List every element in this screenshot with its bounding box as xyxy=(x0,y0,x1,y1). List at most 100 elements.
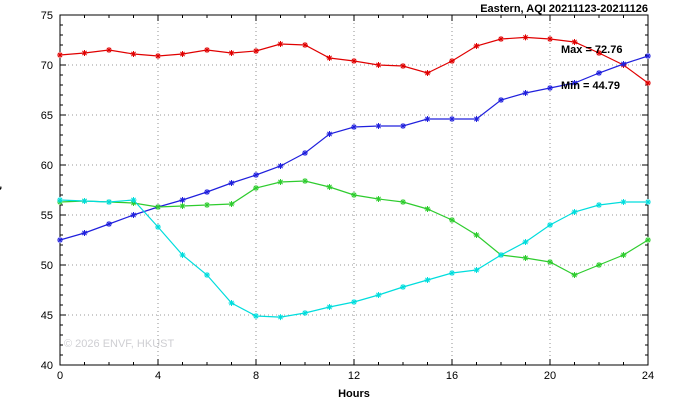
cyan-series-marker xyxy=(522,239,529,245)
red-series-marker xyxy=(449,58,455,64)
blue-series-marker xyxy=(547,85,553,91)
blue-series-marker xyxy=(375,123,382,129)
blue-series-marker xyxy=(351,124,357,130)
svg-text:8: 8 xyxy=(253,370,259,382)
cyan-series-marker xyxy=(130,197,137,203)
blue-series-marker xyxy=(498,97,504,103)
green-series-marker xyxy=(326,184,333,190)
cyan-series-marker xyxy=(57,197,63,203)
cyan-series-marker xyxy=(106,199,112,205)
svg-text:24: 24 xyxy=(642,370,654,382)
blue-series-marker xyxy=(277,163,284,169)
cyan-series-marker xyxy=(400,284,406,290)
green-series-marker xyxy=(351,192,357,198)
blue-series-marker xyxy=(645,53,651,59)
red-series-marker xyxy=(81,50,88,56)
cyan-series-marker xyxy=(204,272,210,278)
cyan-series-marker xyxy=(498,252,504,258)
blue-series-marker xyxy=(522,90,529,96)
svg-text:45: 45 xyxy=(41,310,53,322)
blue-series-marker xyxy=(449,116,455,122)
watermark-text: © 2026 ENVF, HKUST xyxy=(64,338,175,350)
svg-text:70: 70 xyxy=(41,60,53,72)
legend-max-value: Max = 72.76 xyxy=(561,44,623,56)
chart-title: Eastern, AQI 20211123-20211126 xyxy=(480,3,648,15)
red-series-marker xyxy=(571,39,578,45)
cyan-series-marker xyxy=(155,224,161,230)
red-series-marker xyxy=(498,36,504,42)
green-series-marker xyxy=(424,206,431,212)
blue-series-marker xyxy=(106,221,112,227)
red-series-marker xyxy=(473,43,480,49)
blue-series-marker xyxy=(228,180,235,186)
red-series-marker xyxy=(277,41,284,47)
x-axis-label: Hours xyxy=(338,388,370,400)
red-series-marker xyxy=(424,70,431,76)
legend-box: Max = 72.76 Min = 44.79 xyxy=(561,20,622,116)
svg-text:4: 4 xyxy=(155,370,161,382)
cyan-series-marker xyxy=(596,202,602,208)
green-series-marker xyxy=(204,202,210,208)
cyan-series-marker xyxy=(228,300,235,306)
green-series-marker xyxy=(155,204,161,210)
cyan-series-marker xyxy=(375,292,382,298)
cyan-series-marker xyxy=(302,310,308,316)
green-series-marker xyxy=(400,199,406,205)
svg-text:12: 12 xyxy=(348,370,360,382)
green-series-marker xyxy=(302,178,308,184)
blue-series-marker xyxy=(424,116,431,122)
svg-text:60: 60 xyxy=(41,160,53,172)
blue-series-marker xyxy=(473,116,480,122)
red-series-marker xyxy=(375,62,382,68)
green-series-marker xyxy=(596,262,602,268)
red-series-marker xyxy=(302,42,308,48)
red-series-marker xyxy=(228,50,235,56)
red-series-marker xyxy=(179,51,186,57)
blue-series-marker xyxy=(81,230,88,236)
blue-series-marker xyxy=(179,197,186,203)
blue-series-marker xyxy=(326,131,333,137)
svg-text:75: 75 xyxy=(41,10,53,22)
red-series-marker xyxy=(522,34,529,41)
red-series-marker xyxy=(57,52,63,58)
cyan-series-marker xyxy=(277,314,284,321)
red-series-marker xyxy=(400,63,406,69)
blue-series-marker xyxy=(620,61,627,67)
blue-series-marker xyxy=(596,70,602,76)
svg-text:55: 55 xyxy=(41,210,53,222)
cyan-series-marker xyxy=(645,199,651,205)
green-series-marker xyxy=(522,255,529,261)
green-series-marker xyxy=(473,232,480,238)
blue-series-marker xyxy=(130,212,137,218)
blue-series-marker xyxy=(57,237,63,243)
svg-text:20: 20 xyxy=(544,370,556,382)
red-series-marker xyxy=(326,55,333,61)
green-series-marker xyxy=(620,252,627,258)
y-axis-label: AQI xyxy=(0,182,2,202)
green-series-marker xyxy=(547,259,553,265)
blue-series-marker xyxy=(302,150,308,156)
green-series-marker xyxy=(277,179,284,185)
cyan-series-marker xyxy=(571,209,578,215)
blue-series-marker xyxy=(400,123,406,129)
blue-series-marker xyxy=(571,80,578,86)
red-series-marker xyxy=(645,80,651,86)
red-series-marker xyxy=(155,53,161,59)
legend-min-value: Min = 44.79 xyxy=(561,80,621,92)
svg-text:0: 0 xyxy=(57,370,63,382)
cyan-series-marker xyxy=(620,199,627,205)
red-series-marker xyxy=(106,47,112,53)
cyan-series-marker xyxy=(326,304,333,310)
cyan-series-marker xyxy=(547,222,553,228)
red-series-marker xyxy=(596,50,602,56)
green-series-marker xyxy=(179,203,186,209)
cyan-series-marker xyxy=(179,252,186,258)
red-series-marker xyxy=(547,36,553,42)
green-series-marker xyxy=(375,196,382,202)
cyan-series-marker xyxy=(81,198,88,204)
green-series-marker xyxy=(571,272,578,278)
svg-text:16: 16 xyxy=(446,370,458,382)
green-series-marker xyxy=(645,237,651,243)
